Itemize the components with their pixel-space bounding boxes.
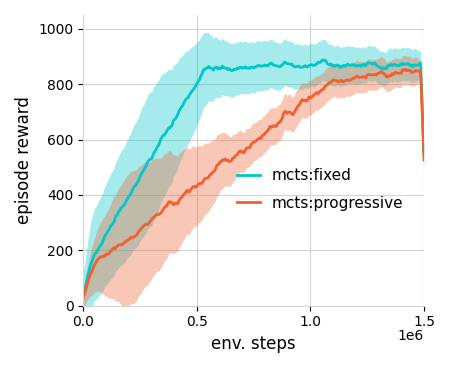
X-axis label: env. steps: env. steps [212,335,296,353]
mcts:fixed [421,152,427,156]
mcts:progressive [81,294,86,299]
mcts:fixed [289,62,295,66]
Y-axis label: episode reward: episode reward [15,96,33,224]
mcts:fixed [391,63,396,67]
mcts:progressive [282,109,288,113]
mcts:progressive [284,110,289,114]
Line: mcts:fixed: mcts:fixed [83,60,424,294]
Text: 1e6: 1e6 [398,329,424,343]
mcts:fixed [320,58,325,62]
mcts:progressive [403,67,409,71]
Line: mcts:progressive: mcts:progressive [83,69,424,297]
mcts:progressive [82,291,87,296]
mcts:progressive [421,158,427,162]
mcts:progressive [289,112,295,116]
mcts:fixed [81,292,86,296]
mcts:progressive [389,71,395,76]
Legend: mcts:fixed, mcts:progressive: mcts:fixed, mcts:progressive [230,162,410,217]
mcts:fixed [284,61,289,65]
mcts:fixed [369,61,374,66]
mcts:progressive [368,72,373,77]
mcts:fixed [282,60,288,64]
mcts:fixed [82,288,87,293]
